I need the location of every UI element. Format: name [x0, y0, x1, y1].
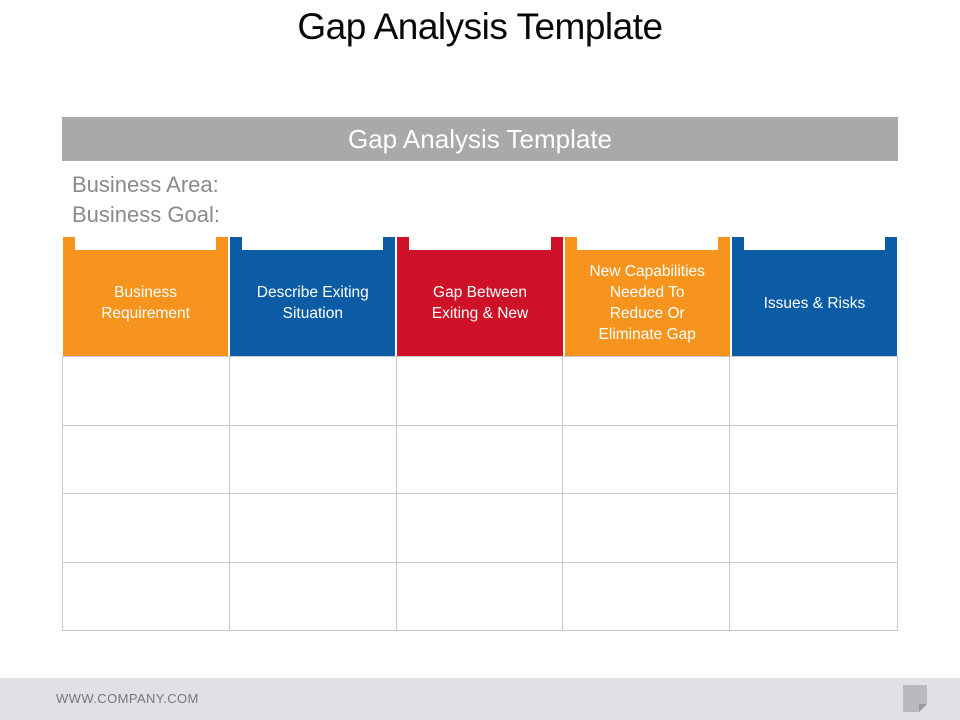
- column-notch: [230, 237, 396, 250]
- column-header-2: Describe Exiting Situation: [229, 237, 396, 356]
- table-cell-r3-c1: [63, 493, 230, 562]
- notch-left-ear: [63, 237, 75, 250]
- business-area-label: Business Area:: [72, 172, 219, 197]
- table-cell-r4-c3: [396, 561, 564, 630]
- table-cell-r4-c5: [730, 561, 897, 630]
- notch-right-ear: [717, 237, 730, 250]
- table-cell-r2-c1: [63, 424, 230, 493]
- column-header-4: New Capabilities Needed To Reduce Or Eli…: [564, 237, 731, 356]
- notch-right-ear: [885, 237, 898, 250]
- notch-left-ear: [230, 237, 243, 250]
- column-header-label: New Capabilities Needed To Reduce Or Eli…: [564, 250, 730, 356]
- table-cell-r4-c1: [63, 561, 230, 630]
- table-cell-r1-c3: [396, 356, 564, 425]
- table-cell-r2-c2: [229, 424, 397, 493]
- table-grid: [62, 356, 898, 631]
- gap-analysis-table: Gap Analysis Template Business Area: Bus…: [62, 117, 898, 631]
- notch-left-ear: [564, 237, 577, 250]
- page-curl-icon: [903, 685, 927, 712]
- page-title: Gap Analysis Template: [297, 6, 663, 47]
- table-cell-r3-c5: [730, 493, 897, 562]
- column-header-label: Gap Between Exiting & New: [397, 250, 563, 356]
- table-cell-r1-c2: [229, 356, 397, 425]
- table-info-row: Business Area: Business Goal:: [62, 161, 898, 237]
- table-cell-r3-c2: [229, 493, 397, 562]
- table-cell-r4-c2: [229, 561, 397, 630]
- notch-right-ear: [216, 237, 229, 250]
- column-notch: [63, 237, 229, 250]
- column-header-label: Business Requirement: [63, 250, 229, 356]
- notch-right-ear: [383, 237, 396, 250]
- notch-left-ear: [397, 237, 410, 250]
- table-cell-r4-c4: [563, 561, 731, 630]
- notch-left-ear: [731, 237, 744, 250]
- table-cell-r1-c4: [563, 356, 731, 425]
- column-notch: [397, 237, 563, 250]
- table-cell-r3-c3: [396, 493, 564, 562]
- column-header-label: Describe Exiting Situation: [230, 250, 396, 356]
- column-headers: Business Requirement Describe Exiting Sit…: [62, 237, 898, 356]
- notch-right-ear: [550, 237, 563, 250]
- company-url: WWW.COMPANY.COM: [56, 691, 199, 706]
- table-cell-r2-c3: [396, 424, 564, 493]
- column-header-label: Issues & Risks: [731, 250, 898, 356]
- table-cell-r2-c4: [563, 424, 731, 493]
- column-notch: [731, 237, 898, 250]
- column-header-3: Gap Between Exiting & New: [396, 237, 563, 356]
- table-cell-r2-c5: [730, 424, 897, 493]
- table-cell-r1-c5: [730, 356, 897, 425]
- table-cell-r3-c4: [563, 493, 731, 562]
- footer-bar: WWW.COMPANY.COM: [0, 678, 960, 720]
- column-header-1: Business Requirement: [62, 237, 229, 356]
- column-header-5: Issues & Risks: [731, 237, 898, 356]
- column-notch: [564, 237, 730, 250]
- table-cell-r1-c1: [63, 356, 230, 425]
- table-title-bar: Gap Analysis Template: [62, 117, 898, 161]
- business-goal-label: Business Goal:: [72, 202, 220, 227]
